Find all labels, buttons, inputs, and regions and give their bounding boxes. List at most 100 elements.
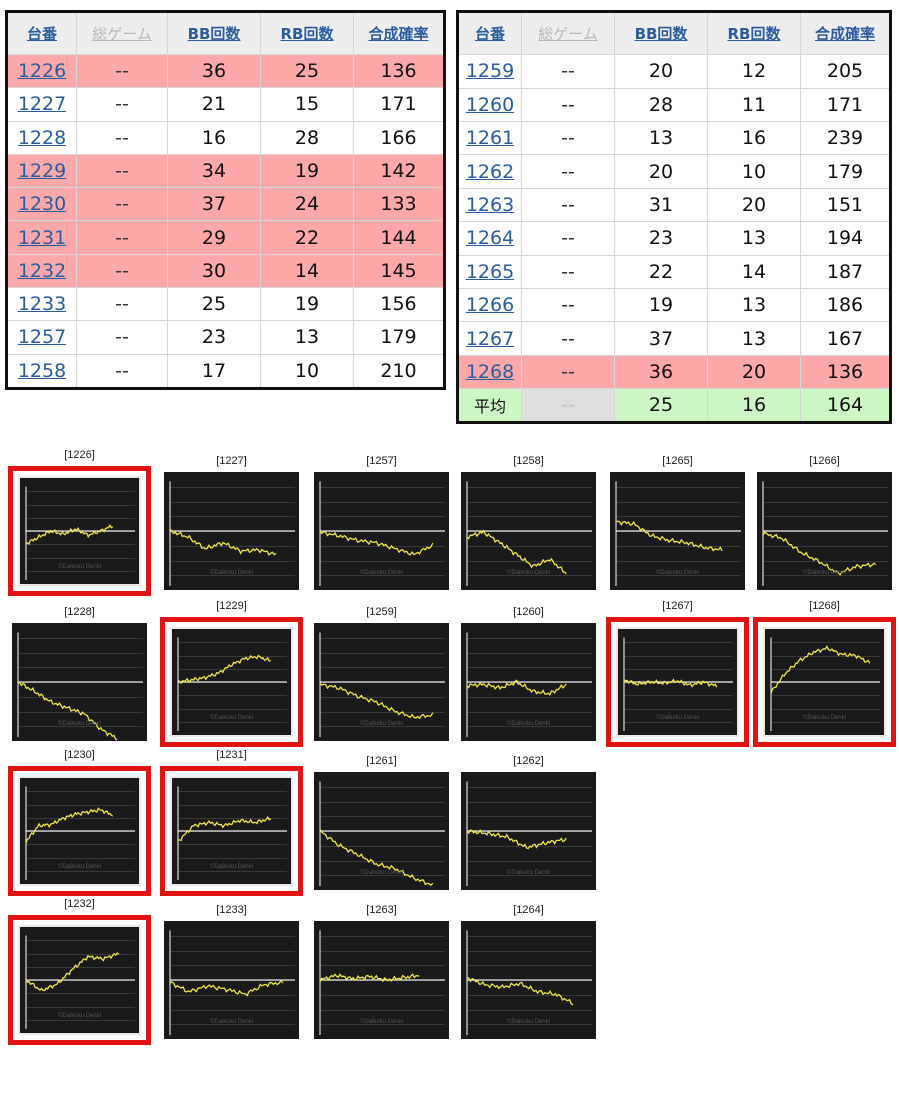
slump-graph[interactable]: [1227] ©Daikoku Denki bbox=[164, 455, 299, 590]
machine-id-link[interactable]: 1227 bbox=[17, 93, 67, 116]
graph-frame: ©Daikoku Denki bbox=[8, 466, 151, 596]
machine-id-link[interactable]: 1260 bbox=[465, 93, 515, 116]
machine-id-cell[interactable]: 1229 bbox=[6, 153, 77, 189]
header-bb[interactable]: BB回数 bbox=[614, 10, 708, 56]
machine-id-link[interactable]: 1263 bbox=[465, 193, 515, 216]
machine-id-cell[interactable]: 1230 bbox=[6, 187, 77, 222]
machine-id-link[interactable]: 1228 bbox=[17, 126, 67, 149]
machine-id-cell[interactable]: 1268 bbox=[457, 354, 522, 390]
machine-id-cell[interactable]: 1266 bbox=[457, 288, 522, 323]
header-rate[interactable]: 合成確率 bbox=[353, 11, 445, 55]
graph-watermark: ©Daikoku Denki bbox=[57, 1013, 102, 1019]
header-rb[interactable]: RB回数 bbox=[707, 10, 801, 56]
machine-id-link[interactable]: 1266 bbox=[465, 294, 515, 317]
slump-graph[interactable]: [1261] ©Daikoku Denki bbox=[314, 755, 449, 890]
header-id[interactable]: 台番 bbox=[6, 11, 77, 55]
games-cell: -- bbox=[521, 120, 615, 156]
header-rb[interactable]: RB回数 bbox=[260, 11, 354, 55]
slump-line bbox=[762, 531, 877, 576]
header-bb[interactable]: BB回数 bbox=[167, 11, 261, 55]
machine-id-link[interactable]: 1262 bbox=[465, 160, 515, 183]
machine-id-cell[interactable]: 1259 bbox=[457, 54, 522, 89]
slump-graph[interactable]: [1258] ©Daikoku Denki bbox=[461, 455, 596, 590]
slump-graph[interactable]: [1228] ©Daikoku Denki bbox=[12, 606, 147, 741]
machine-id-link[interactable]: 1233 bbox=[17, 293, 67, 316]
slump-graph[interactable]: [1232] ©Daikoku Denki bbox=[8, 898, 151, 1045]
machine-id-link[interactable]: 1258 bbox=[17, 359, 67, 382]
machine-id-cell[interactable]: 1262 bbox=[457, 154, 522, 189]
machine-id-cell[interactable]: 1260 bbox=[457, 87, 522, 122]
graph-caption: [1228] bbox=[64, 606, 95, 618]
slump-graph[interactable]: [1257] ©Daikoku Denki bbox=[314, 455, 449, 590]
header-rb-label[interactable]: RB回数 bbox=[280, 24, 334, 43]
header-rb-label[interactable]: RB回数 bbox=[727, 25, 781, 44]
machine-id-cell[interactable]: 1267 bbox=[457, 321, 522, 356]
machine-id-cell[interactable]: 1227 bbox=[6, 87, 77, 122]
machine-id-cell[interactable]: 1233 bbox=[6, 286, 77, 322]
slump-line bbox=[615, 520, 723, 552]
graph-frame: ©Daikoku Denki bbox=[606, 617, 749, 747]
machine-id-link[interactable]: 1226 bbox=[17, 60, 67, 83]
table-row: 1228 -- 16 28 166 bbox=[6, 120, 445, 155]
graph-caption: [1227] bbox=[216, 455, 247, 467]
header-games-label: 総ゲーム bbox=[92, 24, 152, 43]
games-cell: -- bbox=[521, 54, 615, 89]
machine-id-link[interactable]: 1264 bbox=[465, 227, 515, 250]
machine-id-link[interactable]: 1259 bbox=[465, 60, 515, 83]
header-rate-label[interactable]: 合成確率 bbox=[368, 24, 429, 43]
slump-graph[interactable]: [1231] ©Daikoku Denki bbox=[160, 749, 303, 896]
machine-id-cell[interactable]: 1228 bbox=[6, 120, 77, 155]
bb-count-cell: 23 bbox=[614, 221, 708, 256]
slump-graph[interactable]: [1263] ©Daikoku Denki bbox=[314, 904, 449, 1039]
machine-id-cell[interactable]: 1263 bbox=[457, 187, 522, 223]
header-rate-label[interactable]: 合成確率 bbox=[814, 25, 875, 44]
slump-graph[interactable]: [1267] ©Daikoku Denki bbox=[606, 600, 749, 747]
slump-graph[interactable]: [1260] ©Daikoku Denki bbox=[461, 606, 596, 741]
machine-id-link[interactable]: 1267 bbox=[465, 327, 515, 350]
bb-count-cell: 20 bbox=[614, 154, 708, 189]
slump-graph-svg bbox=[319, 481, 445, 586]
slump-graph[interactable]: [1265] ©Daikoku Denki bbox=[610, 455, 745, 590]
slump-graph[interactable]: [1226] ©Daikoku Denki bbox=[8, 449, 151, 596]
slump-graph[interactable]: [1229] ©Daikoku Denki bbox=[160, 600, 303, 747]
header-bb-label[interactable]: BB回数 bbox=[187, 24, 241, 43]
machine-id-link[interactable]: 1231 bbox=[17, 226, 67, 249]
slump-graph[interactable]: [1230] ©Daikoku Denki bbox=[8, 749, 151, 896]
machine-id-cell[interactable]: 1264 bbox=[457, 221, 522, 256]
slump-graph[interactable]: [1266] ©Daikoku Denki bbox=[757, 455, 892, 590]
machine-id-link[interactable]: 1261 bbox=[465, 127, 515, 150]
machine-id-link[interactable]: 1230 bbox=[17, 193, 67, 216]
machine-id-cell[interactable]: 1226 bbox=[6, 53, 77, 89]
graph-plot-area: ©Daikoku Denki bbox=[763, 627, 886, 737]
header-games-label: 総ゲーム bbox=[538, 25, 598, 44]
machine-id-link[interactable]: 1257 bbox=[17, 326, 67, 349]
machine-id-link[interactable]: 1268 bbox=[465, 361, 515, 384]
machine-id-link[interactable]: 1232 bbox=[17, 259, 67, 282]
graph-plot-area: ©Daikoku Denki bbox=[314, 472, 449, 590]
header-id-label[interactable]: 台番 bbox=[474, 25, 505, 44]
machine-id-cell[interactable]: 1258 bbox=[6, 353, 77, 390]
slump-graph[interactable]: [1262] ©Daikoku Denki bbox=[461, 755, 596, 890]
combined-rate-cell: 136 bbox=[800, 354, 891, 390]
header-id-label[interactable]: 台番 bbox=[26, 24, 57, 43]
slump-graph[interactable]: [1259] ©Daikoku Denki bbox=[314, 606, 449, 741]
machine-id-link[interactable]: 1265 bbox=[465, 260, 515, 283]
combined-rate-cell: 166 bbox=[353, 120, 445, 155]
graph-watermark: ©Daikoku Denki bbox=[359, 721, 404, 727]
graph-caption: [1232] bbox=[64, 898, 95, 910]
machine-id-cell[interactable]: 1261 bbox=[457, 120, 522, 156]
machine-id-cell[interactable]: 1232 bbox=[6, 253, 77, 288]
slump-graph[interactable]: [1268] ©Daikoku Denki bbox=[753, 600, 896, 747]
graph-frame: ©Daikoku Denki bbox=[461, 921, 596, 1039]
slump-graph[interactable]: [1233] ©Daikoku Denki bbox=[164, 904, 299, 1039]
header-bb-label[interactable]: BB回数 bbox=[634, 25, 688, 44]
table-row: 1259 -- 20 12 205 bbox=[457, 54, 891, 89]
machine-id-link[interactable]: 1229 bbox=[17, 159, 67, 182]
machine-id-cell[interactable]: 1265 bbox=[457, 254, 522, 290]
header-rate[interactable]: 合成確率 bbox=[800, 10, 891, 56]
header-id[interactable]: 台番 bbox=[457, 10, 522, 56]
machine-id-cell[interactable]: 1231 bbox=[6, 220, 77, 255]
slump-graph-svg bbox=[25, 486, 135, 580]
slump-graph[interactable]: [1264] ©Daikoku Denki bbox=[461, 904, 596, 1039]
machine-id-cell[interactable]: 1257 bbox=[6, 320, 77, 355]
